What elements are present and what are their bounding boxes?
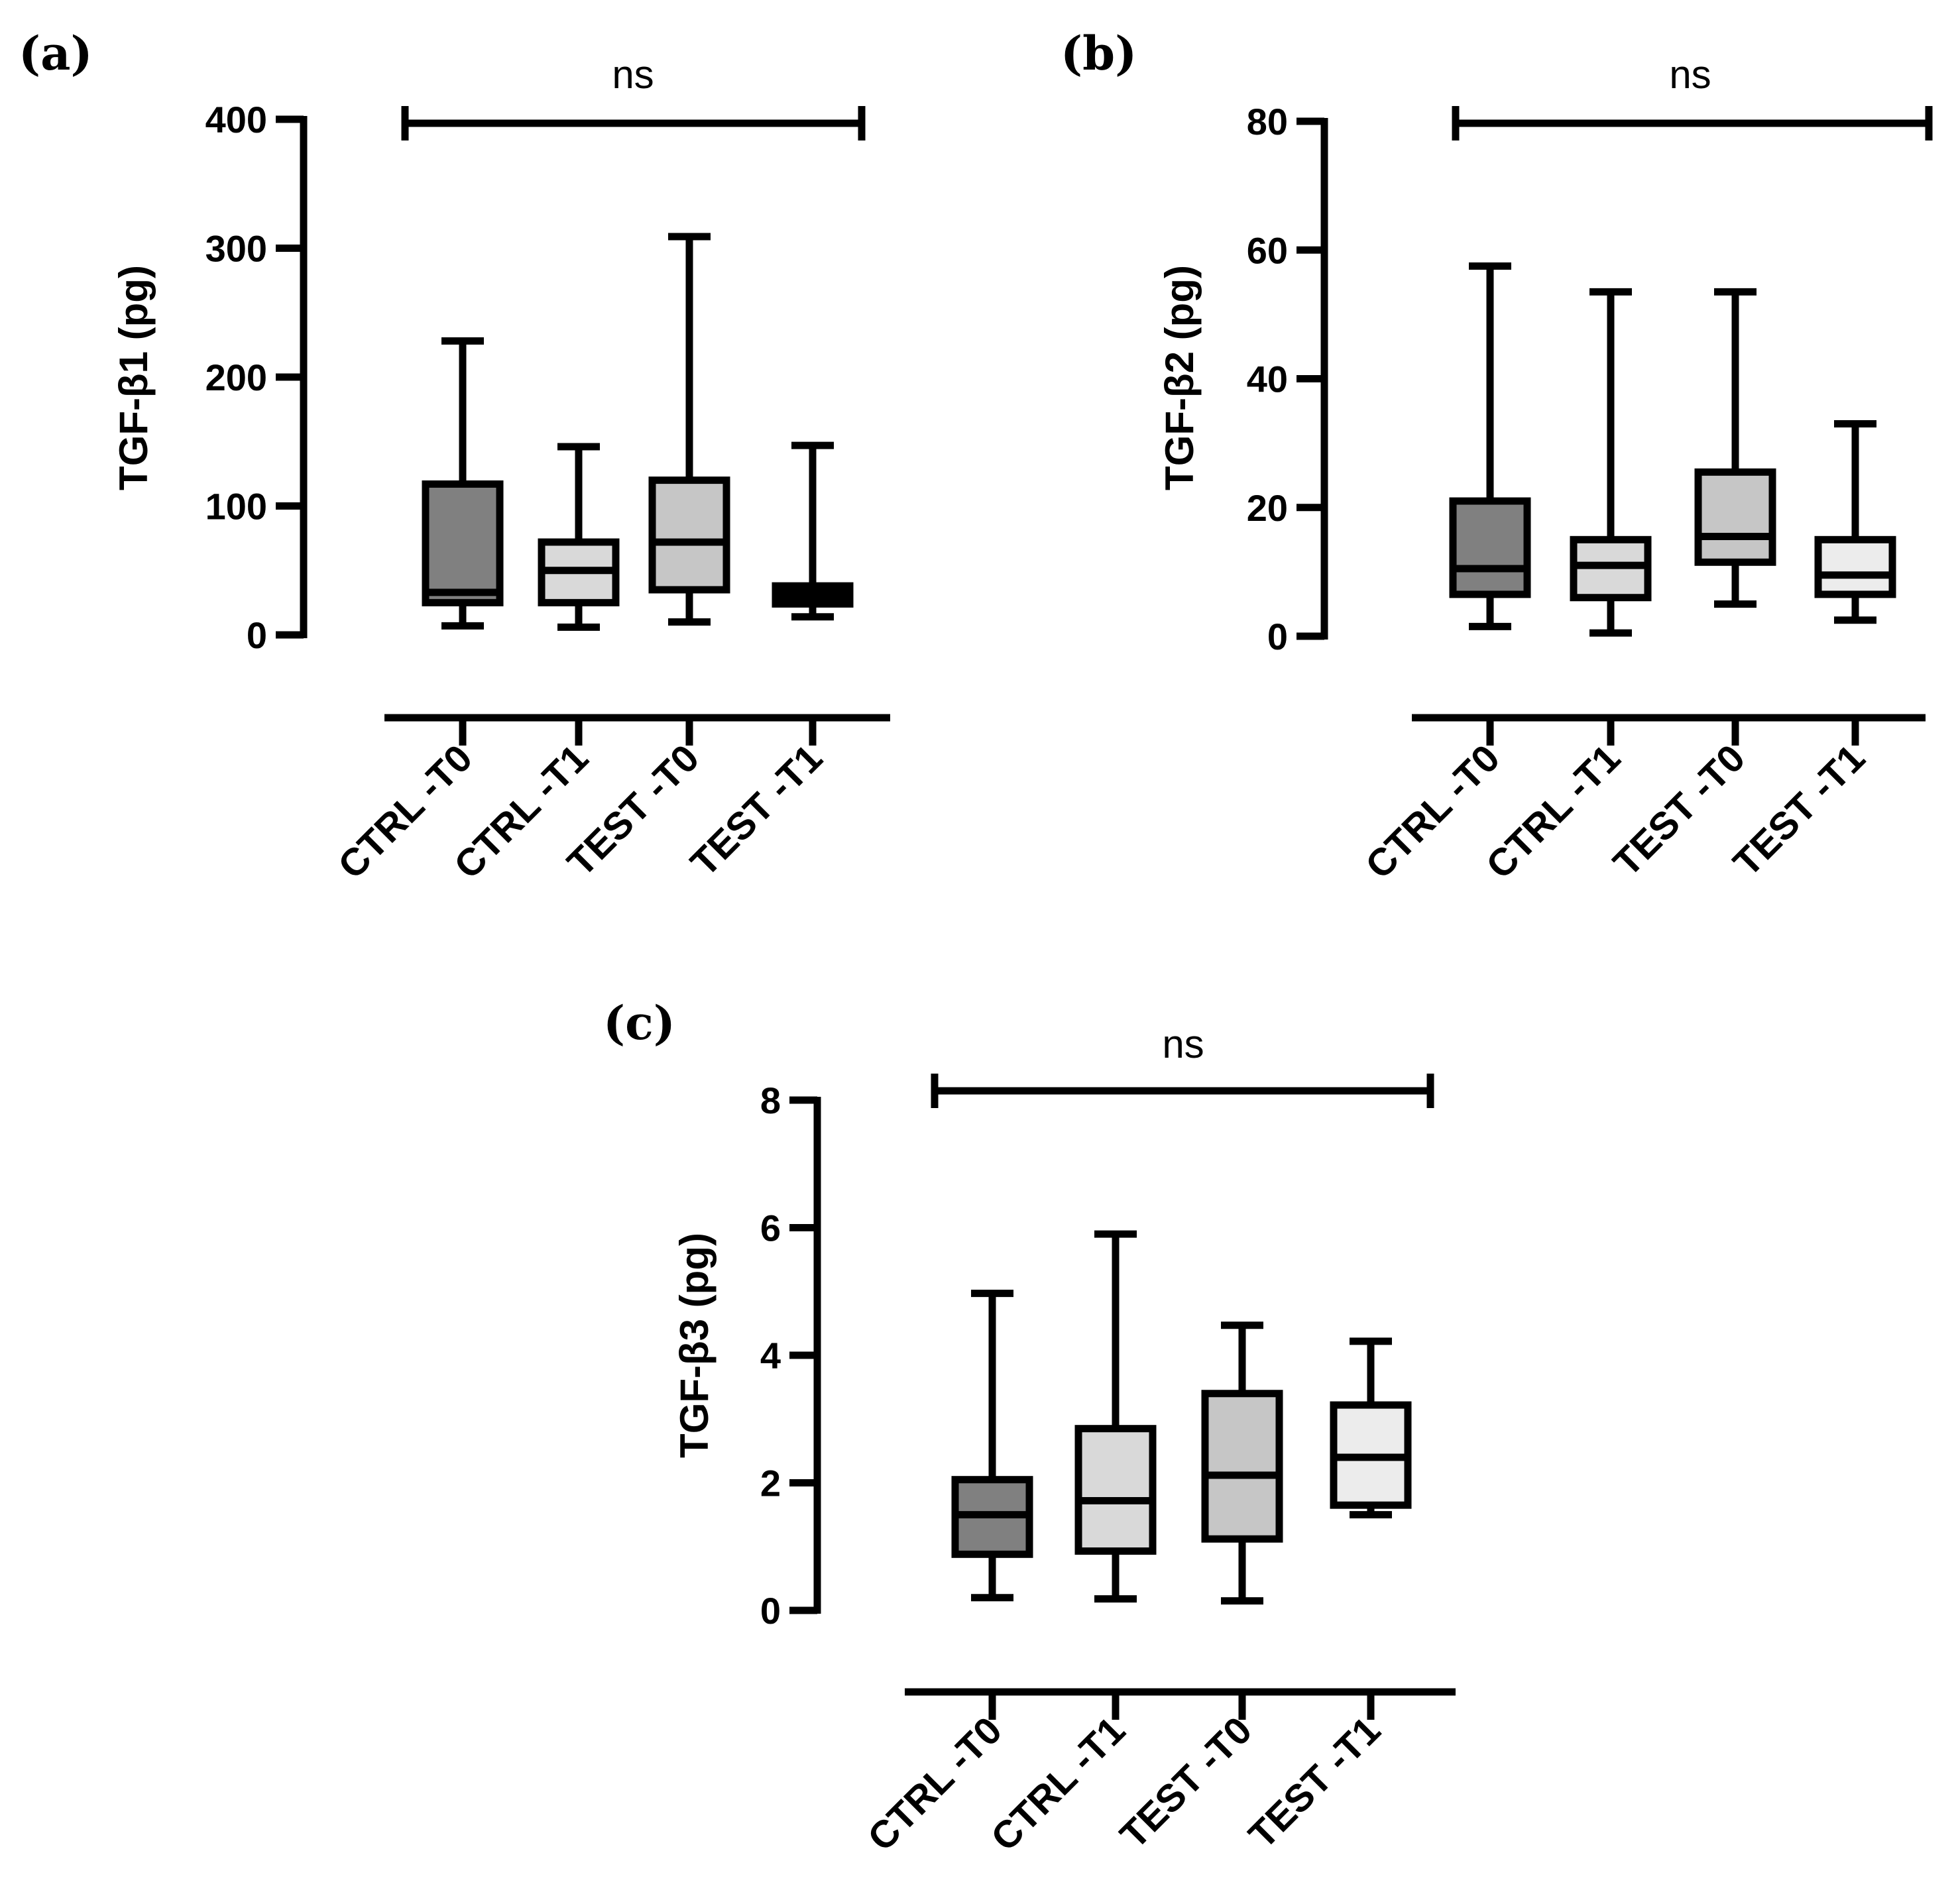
y-tick-label-b-1: 20 xyxy=(1247,487,1288,529)
iqr-box-b-0 xyxy=(1449,497,1531,598)
y-axis-label-b: TGF-β2 (pg) xyxy=(1157,265,1202,490)
y-tick-label-c-0: 0 xyxy=(760,1590,781,1632)
x-label-c-1: CTRL -T1 xyxy=(983,1708,1133,1859)
y-axis-label-c: TGF-β3 (pg) xyxy=(672,1233,717,1458)
y-tick-label-c-3: 6 xyxy=(760,1207,781,1249)
panel-letter-a: (a) xyxy=(19,26,93,81)
y-tick-label-c-1: 2 xyxy=(760,1463,781,1504)
box-b-1 xyxy=(1570,288,1652,637)
y-tick-label-a-4: 400 xyxy=(205,99,267,140)
box-a-1 xyxy=(538,443,620,631)
iqr-box-b-3 xyxy=(1814,535,1896,598)
y-tick-label-b-3: 60 xyxy=(1247,229,1288,271)
y-tick-label-a-1: 100 xyxy=(205,486,267,528)
x-label-b-1: CTRL -T1 xyxy=(1478,736,1629,887)
significance-label-b: ns xyxy=(1669,52,1711,97)
y-axis-label-a: TGF-β1 (pg) xyxy=(111,265,156,490)
iqr-box-c-2 xyxy=(1201,1390,1283,1543)
x-label-b-3: TEST -T1 xyxy=(1725,736,1874,885)
box-b-0 xyxy=(1449,262,1531,630)
panel-c: (c) ns TGF-β3 (pg) 0 2 4 6 8 CTRL -T0 CTRL -… xyxy=(603,995,1456,1860)
y-ticks-a: 0 100 200 300 400 xyxy=(205,99,304,656)
box-c-0 xyxy=(951,1290,1033,1602)
y-tick-label-a-2: 200 xyxy=(205,357,267,398)
iqr-box-c-1 xyxy=(1074,1425,1157,1555)
y-tick-label-b-0: 0 xyxy=(1267,616,1288,657)
significance-label-c: ns xyxy=(1162,1022,1204,1066)
boxes-c xyxy=(951,1230,1412,1605)
box-c-2 xyxy=(1201,1321,1283,1605)
box-a-0 xyxy=(422,337,504,630)
panel-letter-c: (c) xyxy=(603,995,675,1050)
panel-b: (b) ns TGF-β2 (pg) 0 20 40 60 80 CTRL -T0 CT… xyxy=(1061,26,1933,887)
box-b-3 xyxy=(1814,420,1896,624)
box-c-1 xyxy=(1074,1230,1157,1603)
x-label-a-3: TEST -T1 xyxy=(683,736,831,885)
x-label-c-2: TEST -T0 xyxy=(1112,1708,1261,1857)
y-tick-label-a-3: 300 xyxy=(205,228,267,270)
x-label-c-3: TEST -T1 xyxy=(1241,1708,1389,1857)
x-label-c-0: CTRL -T0 xyxy=(860,1708,1010,1859)
iqr-box-b-2 xyxy=(1694,468,1776,566)
y-ticks-c: 0 2 4 6 8 xyxy=(760,1080,817,1632)
x-labels-a: CTRL -T0 CTRL -T1 TEST -T0 TEST -T1 xyxy=(330,736,831,887)
y-tick-label-b-2: 40 xyxy=(1247,359,1288,400)
x-labels-b: CTRL -T0 CTRL -T1 TEST -T0 TEST -T1 xyxy=(1357,736,1873,887)
boxes-b xyxy=(1449,262,1896,637)
box-b-2 xyxy=(1694,288,1776,608)
iqr-box-a-2 xyxy=(648,476,730,594)
y-tick-label-b-4: 80 xyxy=(1247,101,1288,142)
box-a-2 xyxy=(648,233,730,626)
panel-letter-b: (b) xyxy=(1061,26,1137,81)
box-c-3 xyxy=(1330,1337,1412,1519)
y-ticks-b: 0 20 40 60 80 xyxy=(1247,101,1324,657)
y-tick-label-a-0: 0 xyxy=(247,614,267,656)
box-a-3 xyxy=(772,441,854,621)
boxes-a xyxy=(422,233,854,631)
x-labels-c: CTRL -T0 CTRL -T1 TEST -T0 TEST -T1 xyxy=(860,1708,1389,1859)
significance-label-a: ns xyxy=(612,52,654,97)
panel-a: (a) ns TGF-β1 (pg) 0 100 200 300 400 CTRL -T… xyxy=(19,26,890,887)
y-tick-label-c-4: 8 xyxy=(760,1080,781,1121)
iqr-box-a-0 xyxy=(422,480,504,606)
x-label-b-2: TEST -T0 xyxy=(1605,736,1754,885)
y-tick-label-c-2: 4 xyxy=(760,1335,781,1376)
